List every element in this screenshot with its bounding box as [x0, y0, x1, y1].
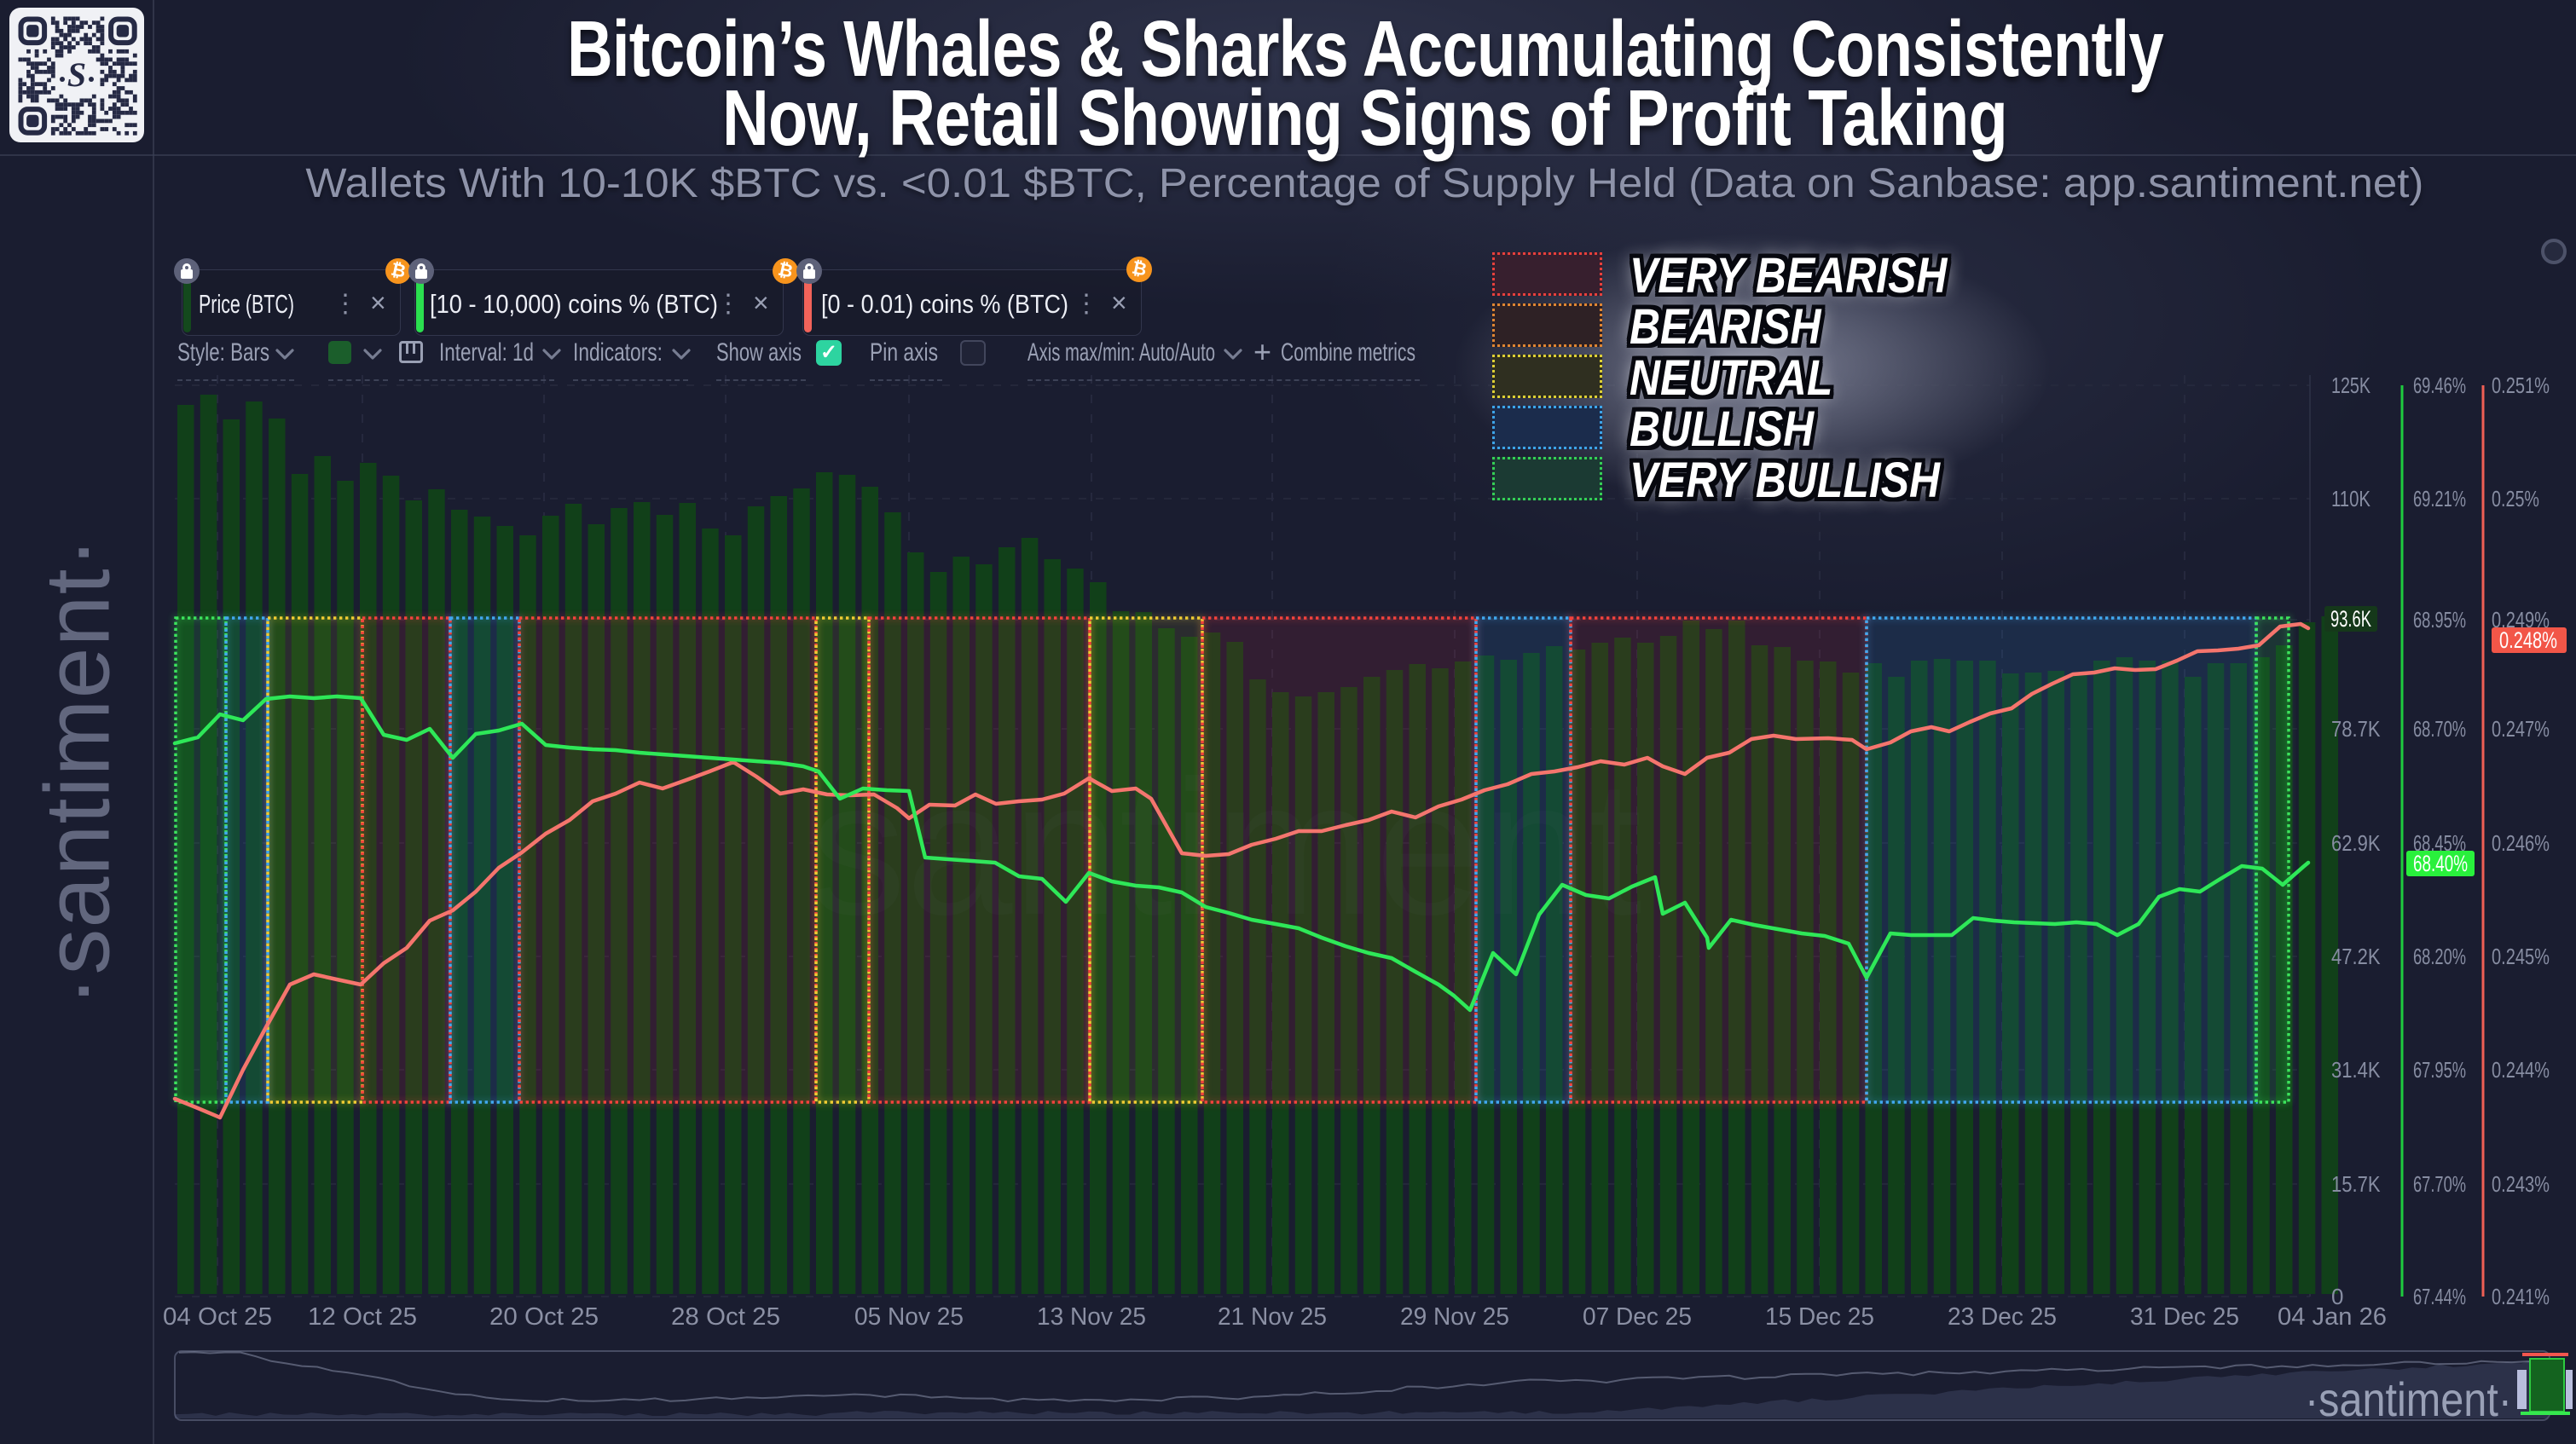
svg-text:0.245%: 0.245%: [2492, 944, 2550, 969]
svg-text:67.44%: 67.44%: [2413, 1284, 2466, 1309]
svg-text:0: 0: [2331, 1284, 2343, 1309]
svg-text:⋮: ⋮: [1074, 290, 1099, 318]
svg-text:0.25%: 0.25%: [2492, 486, 2539, 511]
svg-text:⋮: ⋮: [715, 290, 741, 318]
svg-text:0.251%: 0.251%: [2492, 373, 2550, 398]
svg-text:Interval: 1d: Interval: 1d: [439, 338, 534, 367]
svg-text:0.247%: 0.247%: [2492, 716, 2550, 742]
svg-text:+: +: [1253, 334, 1271, 369]
svg-text:62.9K: 62.9K: [2331, 830, 2381, 856]
svg-text:Style: Bars: Style: Bars: [177, 338, 269, 367]
svg-text:⋮: ⋮: [333, 290, 358, 318]
svg-text:0.244%: 0.244%: [2492, 1057, 2550, 1083]
svg-text:28 Oct 25: 28 Oct 25: [671, 1303, 780, 1331]
svg-text:0.243%: 0.243%: [2492, 1171, 2550, 1197]
svg-text:04 Oct 25: 04 Oct 25: [163, 1303, 272, 1331]
svg-text:Indicators:: Indicators:: [573, 338, 663, 367]
svg-text:23 Dec 25: 23 Dec 25: [1948, 1303, 2057, 1331]
svg-text:47.2K: 47.2K: [2331, 944, 2381, 969]
svg-text:68.20%: 68.20%: [2413, 944, 2466, 969]
svg-text:68.95%: 68.95%: [2413, 607, 2466, 632]
svg-text:68.40%: 68.40%: [2413, 851, 2468, 876]
svg-text:04 Jan 26: 04 Jan 26: [2278, 1303, 2387, 1331]
svg-text:12 Oct 25: 12 Oct 25: [308, 1303, 417, 1331]
svg-text:Pin axis: Pin axis: [870, 338, 938, 367]
svg-text:×: ×: [370, 287, 386, 318]
svg-text:93.6K: 93.6K: [2330, 606, 2371, 632]
svg-text:31.4K: 31.4K: [2331, 1057, 2381, 1083]
svg-text:Combine metrics: Combine metrics: [1281, 338, 1415, 367]
svg-text:[10 - 10,000) coins % (BTC): [10 - 10,000) coins % (BTC): [430, 289, 718, 319]
svg-text:21 Nov 25: 21 Nov 25: [1218, 1303, 1327, 1331]
svg-text:Axis max/min: Auto/Auto: Axis max/min: Auto/Auto: [1028, 338, 1215, 367]
svg-text:69.46%: 69.46%: [2413, 373, 2466, 398]
svg-text:×: ×: [753, 287, 769, 318]
svg-text:Price (BTC): Price (BTC): [199, 289, 294, 319]
svg-text:125K: 125K: [2331, 373, 2370, 398]
svg-text:×: ×: [1111, 287, 1127, 318]
svg-text:05 Nov 25: 05 Nov 25: [854, 1303, 964, 1331]
svg-text:20 Oct 25: 20 Oct 25: [489, 1303, 599, 1331]
svg-text:67.95%: 67.95%: [2413, 1057, 2466, 1083]
svg-text:15.7K: 15.7K: [2331, 1171, 2381, 1197]
svg-text:·santiment·: ·santiment·: [2305, 1372, 2512, 1426]
svg-text:110K: 110K: [2331, 486, 2371, 511]
svg-text:07 Dec 25: 07 Dec 25: [1583, 1303, 1692, 1331]
svg-text:0.248%: 0.248%: [2499, 627, 2557, 653]
svg-text:Show axis: Show axis: [716, 338, 802, 367]
svg-text:S: S: [67, 55, 86, 94]
svg-text:68.70%: 68.70%: [2413, 716, 2466, 742]
svg-text:15 Dec 25: 15 Dec 25: [1765, 1303, 1874, 1331]
svg-text:78.7K: 78.7K: [2331, 716, 2381, 742]
svg-text:0.246%: 0.246%: [2492, 830, 2550, 856]
svg-text:13 Nov 25: 13 Nov 25: [1037, 1303, 1146, 1331]
svg-text:0.241%: 0.241%: [2492, 1284, 2550, 1309]
svg-text:29 Nov 25: 29 Nov 25: [1400, 1303, 1509, 1331]
svg-text:67.70%: 67.70%: [2413, 1171, 2466, 1197]
svg-text:31 Dec 25: 31 Dec 25: [2130, 1303, 2239, 1331]
svg-text:[0 - 0.01) coins % (BTC): [0 - 0.01) coins % (BTC): [821, 289, 1068, 319]
svg-text:69.21%: 69.21%: [2413, 486, 2466, 511]
